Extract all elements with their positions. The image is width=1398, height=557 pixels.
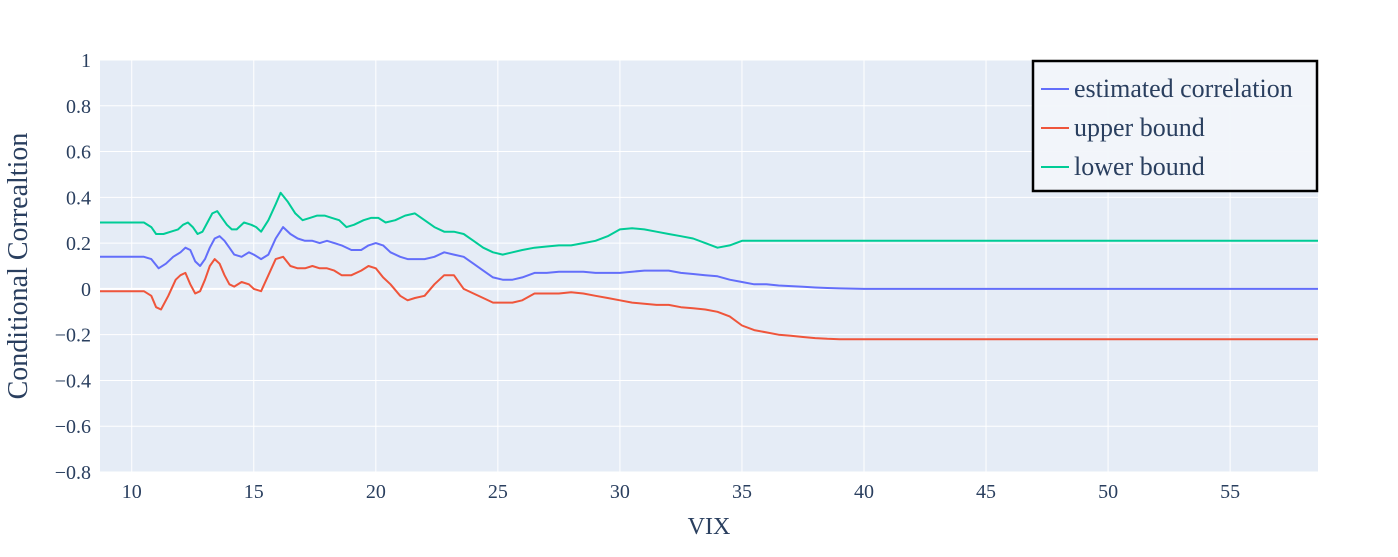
- legend-items: estimated correlation upper bound lower bo…: [1041, 74, 1293, 181]
- x-axis-title: VIX: [688, 514, 731, 540]
- y-tick-label: −0.6: [55, 416, 91, 438]
- x-tick-label: 20: [366, 481, 386, 503]
- series-line-upper-bound: [100, 255, 1318, 341]
- y-tick-label: 0.6: [66, 142, 91, 164]
- x-tick-label: 35: [732, 481, 752, 503]
- x-tick-label: 30: [610, 481, 630, 503]
- legend-label-upper-bound: upper bound: [1074, 113, 1205, 142]
- series-lines: [100, 191, 1318, 341]
- x-axis-ticks: 10 15 20 25 30 35 40 45 50 55: [122, 481, 1240, 503]
- x-tick-label: 55: [1220, 481, 1240, 503]
- y-tick-label: 0.2: [66, 233, 91, 255]
- x-tick-label: 15: [244, 481, 264, 503]
- y-tick-label: 0: [81, 279, 91, 301]
- y-tick-label: −0.2: [55, 325, 91, 347]
- y-tick-label: 0.4: [66, 187, 91, 209]
- x-tick-label: 25: [488, 481, 508, 503]
- series-line-lower-bound: [100, 191, 1318, 256]
- legend: estimated correlation upper bound lower bo…: [1031, 59, 1319, 193]
- series-line-estimated-correlation: [100, 226, 1318, 290]
- y-axis-ticks: 1 0.8 0.6 0.4 0.2 0 −0.2 −0.4 −0.6 −0.8: [55, 50, 91, 484]
- legend-label-estimated-correlation: estimated correlation: [1074, 74, 1293, 103]
- x-tick-label: 50: [1098, 481, 1118, 503]
- legend-box: [1031, 59, 1319, 193]
- y-tick-label: −0.4: [55, 370, 91, 392]
- y-tick-label: 1: [81, 50, 91, 72]
- y-tick-label: −0.8: [55, 462, 91, 484]
- x-tick-label: 45: [976, 481, 996, 503]
- x-tick-label: 10: [122, 481, 142, 503]
- y-axis-title: Conditional Correaltion: [3, 133, 34, 400]
- y-tick-label: 0.8: [66, 96, 91, 118]
- legend-label-lower-bound: lower bound: [1074, 152, 1205, 181]
- x-tick-label: 40: [854, 481, 874, 503]
